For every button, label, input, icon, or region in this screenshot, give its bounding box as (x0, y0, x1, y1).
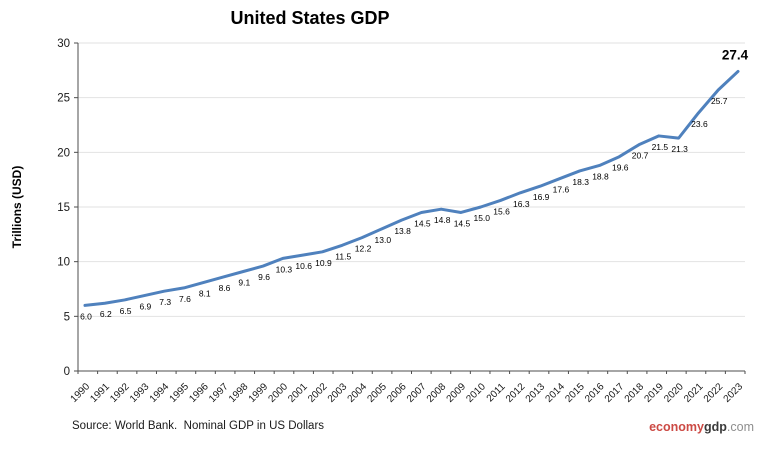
chart-title: United States GDP (230, 8, 390, 28)
data-label-latest: 27.4 (722, 47, 749, 62)
x-tick-label: 2008 (425, 381, 449, 405)
x-tick-label: 2001 (286, 381, 310, 405)
data-label: 11.5 (335, 251, 351, 261)
x-tick-label: 2009 (445, 381, 469, 405)
data-label: 10.6 (295, 261, 312, 271)
gdp-line (83, 69, 740, 307)
data-label: 9.6 (258, 272, 270, 282)
y-tick-label: 10 (57, 257, 70, 269)
x-tick-label: 2014 (544, 381, 568, 405)
data-label: 14.5 (454, 218, 471, 228)
x-tick-label: 2020 (662, 381, 686, 405)
data-label: 20.7 (632, 151, 649, 161)
data-label: 13.8 (394, 226, 411, 236)
y-tick-label: 25 (57, 93, 70, 105)
data-label: 6.9 (139, 302, 151, 312)
watermark: economygdp.com (649, 420, 754, 434)
x-tick-label: 1998 (227, 381, 251, 405)
data-label: 17.6 (553, 185, 570, 195)
x-tick-label: 2012 (504, 381, 528, 405)
watermark-gdp: gdp (703, 420, 727, 434)
data-label: 10.9 (315, 258, 332, 268)
x-tick-label: 1990 (69, 381, 93, 405)
data-label: 14.5 (414, 218, 431, 228)
y-tick-label: 30 (57, 38, 70, 50)
data-label: 7.6 (179, 294, 191, 304)
watermark-economy: economy (649, 420, 704, 434)
x-tick-label: 2018 (623, 381, 647, 405)
x-tick-label: 1999 (247, 381, 271, 405)
x-tick-label: 2010 (464, 381, 488, 405)
data-label: 6.0 (80, 311, 92, 321)
y-tick-label: 0 (64, 366, 70, 378)
x-tick-label: 1991 (88, 381, 112, 405)
x-tick-label: 2005 (365, 381, 389, 405)
x-tick-label: 2004 (346, 381, 370, 405)
x-tick-label: 1995 (168, 381, 192, 405)
data-label: 13.0 (375, 235, 392, 245)
data-label: 14.8 (434, 215, 451, 225)
x-tick-label: 2002 (306, 381, 330, 405)
watermark-com: .com (726, 420, 754, 434)
x-tick-label: 2011 (485, 381, 508, 404)
data-label: 12.2 (355, 244, 372, 254)
data-label: 18.8 (592, 171, 609, 181)
data-label: 18.3 (572, 177, 589, 187)
data-label: 25.7 (711, 96, 728, 106)
x-tick-label: 2022 (702, 381, 726, 405)
x-tick-label: 1993 (128, 381, 152, 405)
x-tick-label: 2017 (603, 381, 627, 405)
x-tick-label: 2016 (583, 381, 607, 405)
x-tick-label: 2019 (642, 381, 666, 405)
x-tick-label: 1992 (108, 381, 132, 405)
x-tick-label: 1996 (187, 381, 211, 405)
x-tick-label: 2013 (524, 381, 548, 405)
x-tick-label: 2021 (682, 381, 706, 405)
data-label: 8.1 (199, 288, 211, 298)
data-label: 10.3 (276, 264, 293, 274)
data-label: 16.3 (513, 199, 530, 209)
y-tick-label: 5 (64, 311, 70, 323)
source-note: Source: World Bank. Nominal GDP in US Do… (72, 420, 325, 432)
data-label: 15.6 (493, 206, 510, 216)
data-label: 8.6 (219, 283, 231, 293)
data-label: 6.5 (120, 306, 132, 316)
data-label: 19.6 (612, 163, 629, 173)
y-tick-label: 15 (57, 202, 70, 214)
y-tick-label: 20 (57, 147, 70, 159)
x-tick-label: 2015 (563, 381, 587, 405)
x-tick-label: 2006 (385, 381, 409, 405)
data-label: 21.5 (652, 142, 669, 152)
data-label: 6.2 (100, 309, 112, 319)
x-tick-label: 2023 (722, 381, 746, 405)
data-label: 21.3 (671, 144, 688, 154)
x-tick-label: 2000 (266, 381, 290, 405)
x-tick-label: 2007 (405, 381, 429, 405)
data-label: 15.0 (473, 213, 490, 223)
data-label: 7.3 (159, 297, 171, 307)
x-tick-label: 1994 (148, 381, 172, 405)
data-label: 16.9 (533, 192, 550, 202)
x-tick-label: 2003 (326, 381, 350, 405)
x-tick-label: 1997 (207, 381, 231, 405)
data-label: 9.1 (238, 278, 250, 288)
data-label: 23.6 (691, 119, 708, 129)
